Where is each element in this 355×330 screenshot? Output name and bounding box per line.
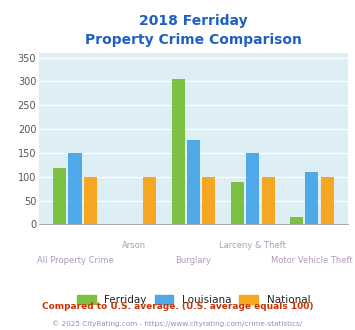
Bar (84, 177, 97, 224)
Text: Motor Vehicle Theft: Motor Vehicle Theft (271, 256, 353, 265)
Text: All Property Crime: All Property Crime (37, 256, 113, 265)
Bar (53, 168, 66, 224)
Bar (321, 177, 334, 224)
Title: 2018 Ferriday
Property Crime Comparison: 2018 Ferriday Property Crime Comparison (85, 14, 302, 48)
Text: © 2025 CityRating.com - https://www.cityrating.com/crime-statistics/: © 2025 CityRating.com - https://www.city… (53, 320, 302, 327)
Bar (171, 79, 185, 224)
Bar (246, 153, 259, 224)
Text: Larceny & Theft: Larceny & Theft (219, 241, 286, 250)
Bar (290, 217, 303, 224)
Bar (305, 172, 318, 224)
Bar (202, 177, 215, 224)
Bar (143, 177, 156, 224)
Bar (262, 177, 275, 224)
Legend: Ferriday, Louisiana, National: Ferriday, Louisiana, National (77, 295, 310, 305)
Text: Arson: Arson (122, 241, 146, 250)
Bar (69, 153, 82, 224)
Bar (231, 182, 244, 224)
Text: Compared to U.S. average. (U.S. average equals 100): Compared to U.S. average. (U.S. average … (42, 302, 313, 311)
Bar (187, 140, 200, 224)
Text: Burglary: Burglary (175, 256, 212, 265)
